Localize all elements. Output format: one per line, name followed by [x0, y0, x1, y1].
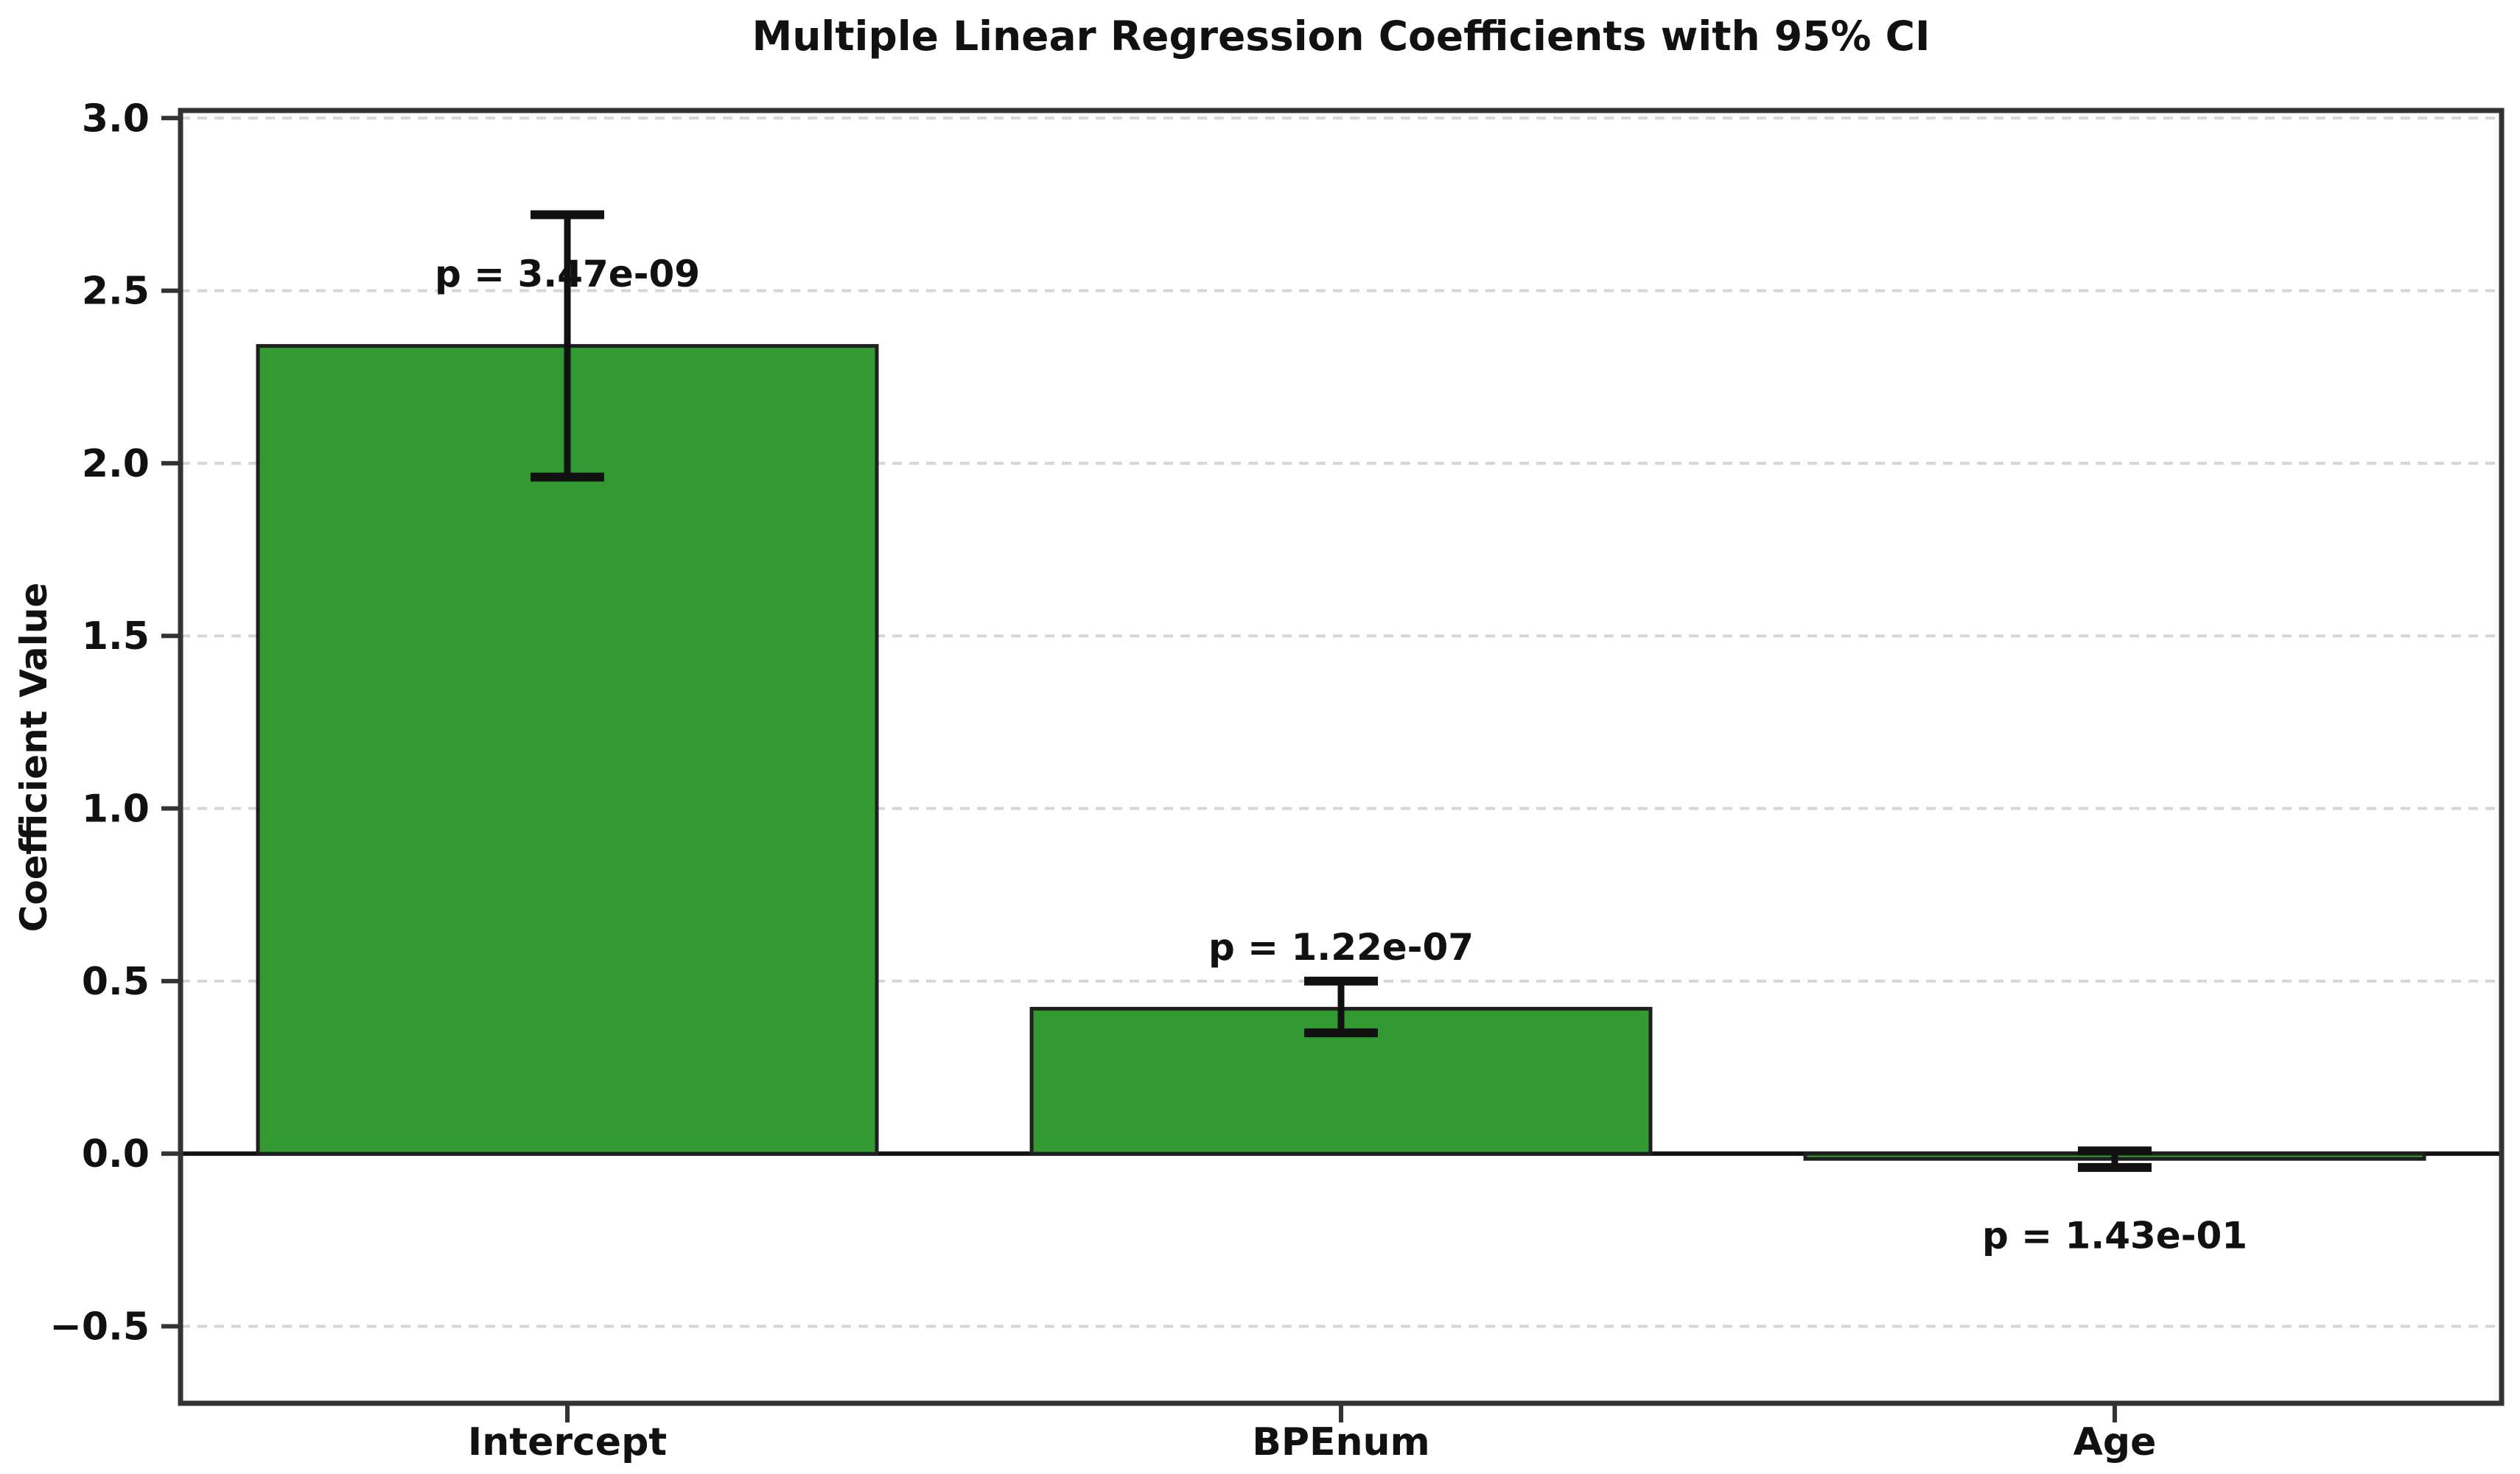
x-tick-label-Age: Age	[2073, 1420, 2157, 1464]
p-value-label-Intercept: p = 3.47e-09	[435, 253, 700, 295]
y-tick-label-0.0: 0.0	[82, 1132, 150, 1176]
x-tick-label-BPEnum: BPEnum	[1252, 1420, 1430, 1464]
y-tick-label-1.0: 1.0	[82, 787, 150, 832]
y-tick-label-3.0: 3.0	[82, 96, 150, 141]
y-tick-label-2.0: 2.0	[82, 442, 150, 486]
y-tick-label-0.5: 0.5	[82, 960, 150, 1004]
y-tick-label-−0.5: −0.5	[49, 1305, 150, 1349]
x-tick-label-Intercept: Intercept	[468, 1420, 667, 1464]
y-tick-label-2.5: 2.5	[82, 270, 150, 314]
chart-title: Multiple Linear Regression Coefficients …	[752, 13, 1931, 60]
p-value-label-BPEnum: p = 1.22e-07	[1208, 926, 1474, 969]
bar-Intercept	[256, 344, 879, 1156]
p-value-label-Age: p = 1.43e-01	[1982, 1214, 2247, 1257]
y-tick-label-1.5: 1.5	[82, 614, 150, 659]
